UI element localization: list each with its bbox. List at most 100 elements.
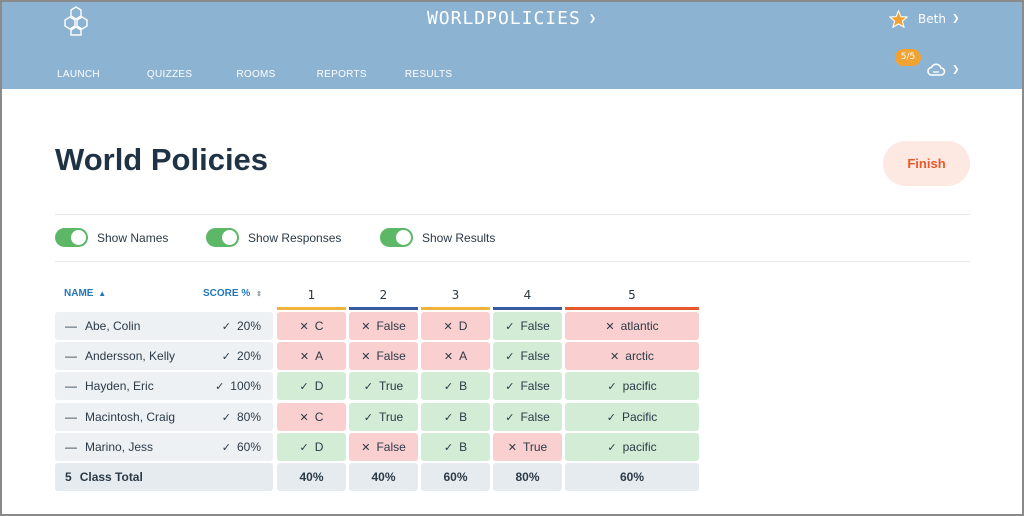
check-icon: ✓ <box>606 411 616 424</box>
toggle-switch[interactable] <box>206 228 239 247</box>
student-row[interactable]: — Hayden, Eric ✓ 100% <box>55 372 273 400</box>
toggle-label: Show Names <box>97 230 169 245</box>
check-icon: ✓ <box>299 380 309 393</box>
name-column-header[interactable]: NAME ▲ <box>64 288 106 299</box>
response-text: C <box>314 319 324 333</box>
response-text: pacific <box>622 379 657 393</box>
show-responses-toggle[interactable]: Show Responses <box>206 228 341 247</box>
finish-button[interactable]: Finish <box>883 141 970 186</box>
app-title-dropdown[interactable]: WORLDPOLICIES ❯ <box>0 8 1024 29</box>
response-text: B <box>459 440 468 454</box>
response-text: C <box>314 410 324 424</box>
response-cell[interactable]: ✕ D <box>421 312 490 340</box>
nav-rooms[interactable]: ROOMS <box>236 69 276 80</box>
chevron-down-icon: ❯ <box>588 11 598 25</box>
response-cell[interactable]: ✕ A <box>421 342 490 370</box>
nav-launch[interactable]: LAUNCH <box>57 69 100 80</box>
response-cell[interactable]: ✕ C <box>277 312 346 340</box>
response-cell[interactable]: ✓ pacific <box>565 433 699 461</box>
question-total-cell: 40% <box>277 463 346 491</box>
response-cell[interactable]: ✓ False <box>493 312 562 340</box>
response-cell[interactable]: ✓ True <box>349 372 418 400</box>
response-cell[interactable]: ✕ False <box>349 342 418 370</box>
x-icon: ✕ <box>605 320 615 333</box>
response-text: B <box>459 379 468 393</box>
show-results-toggle[interactable]: Show Results <box>380 228 495 247</box>
toggle-label: Show Responses <box>248 230 342 245</box>
toggle-switch[interactable] <box>380 228 413 247</box>
response-cell[interactable]: ✕ A <box>277 342 346 370</box>
student-count: 5 <box>65 470 72 484</box>
response-cell[interactable]: ✕ False <box>349 433 418 461</box>
response-cell[interactable]: ✕ True <box>493 433 562 461</box>
nav-results[interactable]: RESULTS <box>404 69 453 80</box>
main-nav: LAUNCH QUIZZES ROOMS REPORTS RESULTS <box>57 69 452 80</box>
response-text: False <box>376 440 406 454</box>
response-cell[interactable]: ✓ Pacific <box>565 403 699 431</box>
response-cell[interactable]: ✓ False <box>493 403 562 431</box>
response-text: False <box>520 319 550 333</box>
rooms-menu[interactable]: ❯ <box>926 63 960 77</box>
response-cell[interactable]: ✕ C <box>277 403 346 431</box>
response-cell[interactable]: ✓ B <box>421 403 490 431</box>
question-header[interactable]: 1 <box>277 288 346 310</box>
response-text: D <box>314 379 324 393</box>
check-icon: ✓ <box>221 412 231 424</box>
response-cell[interactable]: ✓ D <box>277 372 346 400</box>
check-icon: ✓ <box>505 380 515 393</box>
page-title: World Policies <box>55 142 269 177</box>
check-icon: ✓ <box>221 321 231 333</box>
response-cell[interactable]: ✓ False <box>493 342 562 370</box>
honeycomb-logo-icon[interactable] <box>62 6 90 36</box>
nav-quizzes[interactable]: QUIZZES <box>146 69 193 80</box>
x-icon: ✕ <box>443 320 453 333</box>
response-cell[interactable]: ✓ True <box>349 403 418 431</box>
response-cell[interactable]: ✕ arctic <box>565 342 699 370</box>
question-total-cell: 80% <box>493 463 562 491</box>
x-icon: ✕ <box>361 441 371 454</box>
question-header[interactable]: 3 <box>421 288 490 310</box>
divider <box>55 214 970 215</box>
dash-icon: — <box>65 410 77 424</box>
dash-icon: — <box>65 319 77 333</box>
check-icon: ✓ <box>505 320 515 333</box>
student-row[interactable]: — Abe, Colin ✓ 20% <box>55 312 273 340</box>
class-total-row: 5 Class Total <box>55 463 273 491</box>
response-cell[interactable]: ✓ B <box>421 433 490 461</box>
response-cell[interactable]: ✓ False <box>493 372 562 400</box>
response-text: True <box>378 410 404 424</box>
chevron-down-icon: ❯ <box>952 65 960 75</box>
student-row[interactable]: — Marino, Jess ✓ 60% <box>55 433 273 461</box>
response-text: B <box>459 410 468 424</box>
dash-icon: — <box>65 349 77 363</box>
question-header[interactable]: 4 <box>493 288 562 310</box>
response-cell[interactable]: ✓ B <box>421 372 490 400</box>
response-cell[interactable]: ✓ D <box>277 433 346 461</box>
response-cell[interactable]: ✕ False <box>349 312 418 340</box>
x-icon: ✕ <box>610 350 620 363</box>
check-icon: ✓ <box>607 441 617 454</box>
question-total-cell: 60% <box>565 463 699 491</box>
check-icon: ✓ <box>443 441 454 454</box>
check-icon: ✓ <box>443 380 454 393</box>
show-names-toggle[interactable]: Show Names <box>55 228 168 247</box>
question-header[interactable]: 2 <box>349 288 418 310</box>
dash-icon: — <box>65 379 77 393</box>
nav-reports[interactable]: REPORTS <box>316 69 367 80</box>
score-column-header[interactable]: SCORE % ⇕ <box>203 288 262 299</box>
user-menu[interactable]: Beth ❯ <box>889 10 959 28</box>
response-cell[interactable]: ✓ pacific <box>565 372 699 400</box>
check-icon: ✓ <box>363 380 373 393</box>
response-text: False <box>520 379 550 393</box>
question-header[interactable]: 5 <box>565 288 699 310</box>
response-cell[interactable]: ✕ atlantic <box>565 312 699 340</box>
response-text: False <box>520 349 550 363</box>
student-score: 100% <box>230 379 261 393</box>
app-title: WORLDPOLICIES <box>426 8 581 29</box>
check-icon: ✓ <box>443 411 454 424</box>
toggle-switch[interactable] <box>55 228 88 247</box>
student-name: Abe, Colin <box>85 319 141 333</box>
response-text: A <box>315 349 324 363</box>
student-row[interactable]: — Macintosh, Craig ✓ 80% <box>55 403 273 431</box>
student-row[interactable]: — Andersson, Kelly ✓ 20% <box>55 342 273 370</box>
